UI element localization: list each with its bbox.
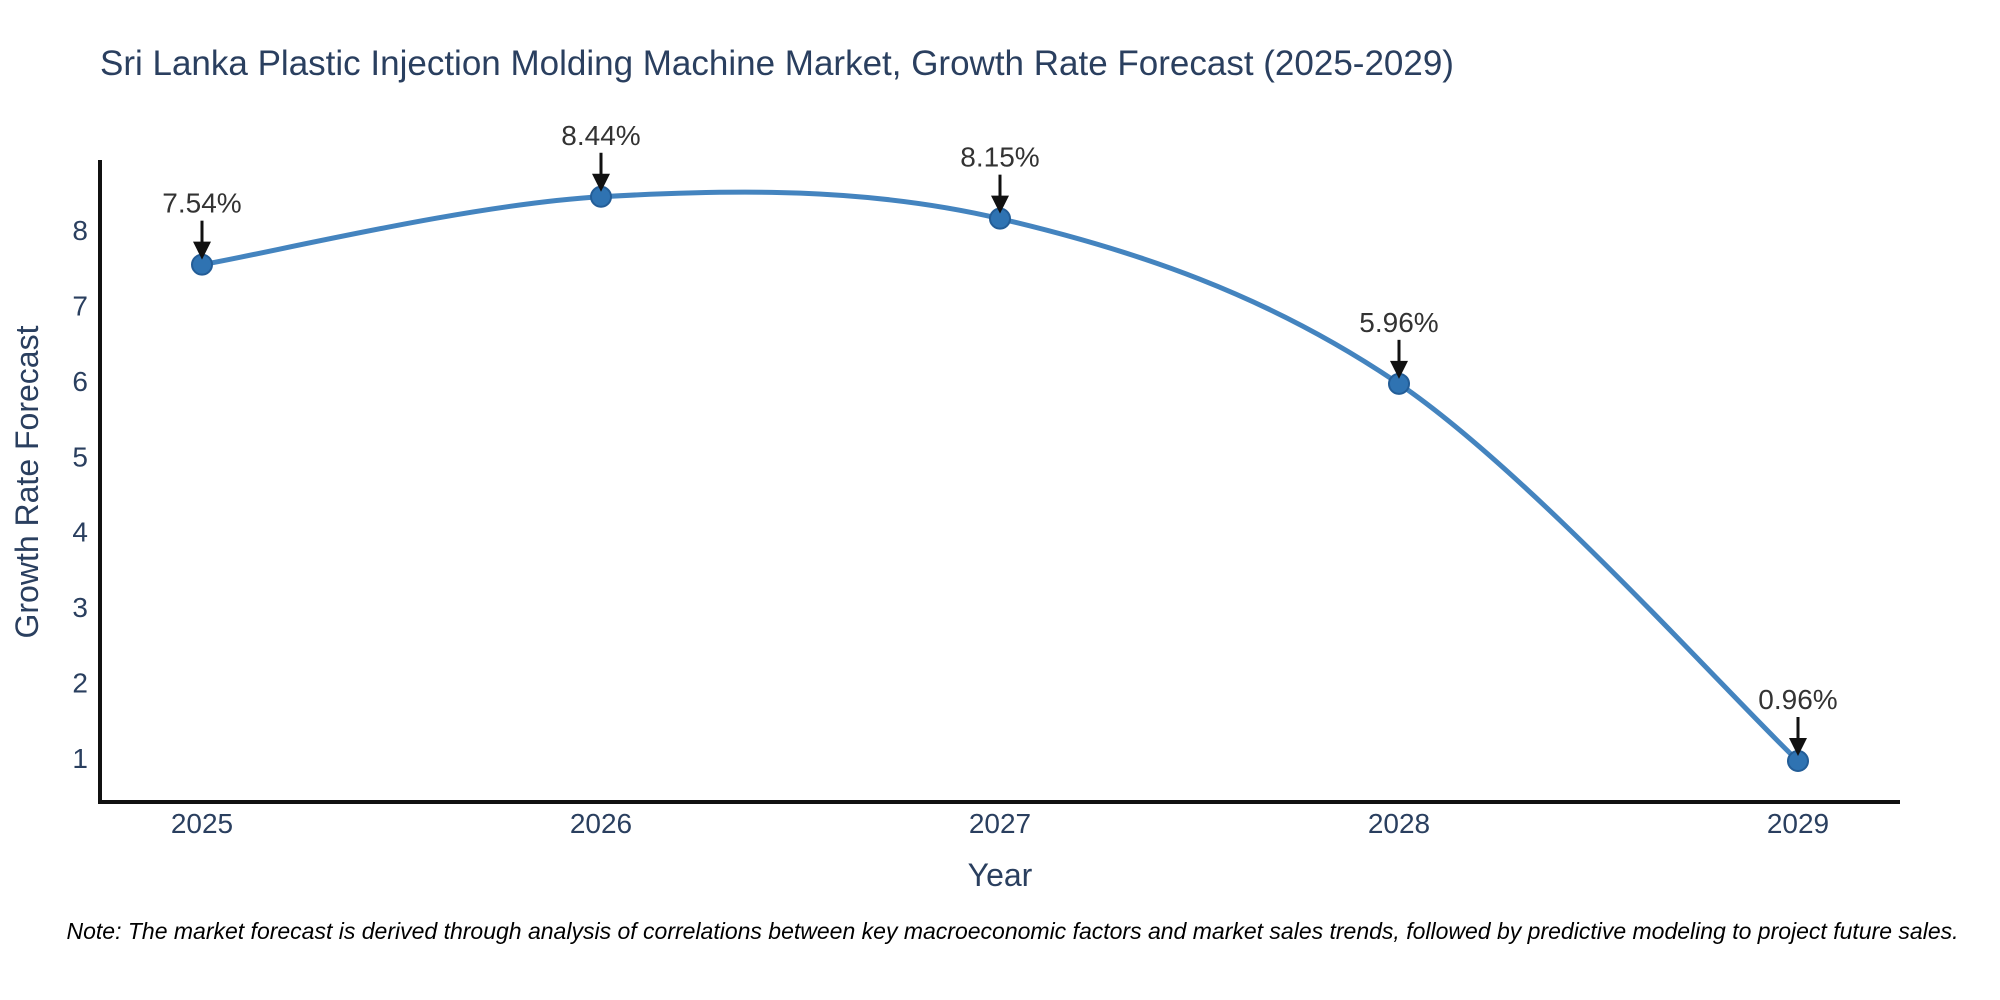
y-tick-label: 6 bbox=[72, 366, 88, 397]
annotation-arrowhead bbox=[1789, 737, 1807, 756]
y-tick-label: 2 bbox=[72, 668, 88, 699]
annotation-arrowhead bbox=[193, 241, 211, 260]
x-axis-title: Year bbox=[968, 857, 1033, 893]
annotation-arrowhead bbox=[1390, 360, 1408, 379]
y-tick-label: 8 bbox=[72, 215, 88, 246]
point-label: 0.96% bbox=[1758, 684, 1837, 715]
point-label: 8.15% bbox=[960, 142, 1039, 173]
x-tick-label: 2026 bbox=[570, 808, 632, 839]
y-tick-label: 5 bbox=[72, 441, 88, 472]
point-label: 8.44% bbox=[561, 120, 640, 151]
annotation-arrowhead bbox=[592, 173, 610, 192]
y-tick-label: 3 bbox=[72, 592, 88, 623]
y-axis-ticks: 1 2 3 4 5 6 7 8 bbox=[72, 215, 88, 774]
y-tick-label: 4 bbox=[72, 517, 88, 548]
chart-title: Sri Lanka Plastic Injection Molding Mach… bbox=[100, 44, 1454, 83]
x-axis-ticks: 2025 2026 2027 2028 2029 bbox=[171, 808, 1829, 839]
point-label: 7.54% bbox=[162, 188, 241, 219]
series-line bbox=[199, 189, 1801, 764]
x-tick-label: 2028 bbox=[1368, 808, 1430, 839]
chart-footnote: Note: The market forecast is derived thr… bbox=[66, 918, 1959, 944]
x-tick-label: 2029 bbox=[1767, 808, 1829, 839]
point-label: 5.96% bbox=[1359, 307, 1438, 338]
point-annotations: 7.54% 8.44% 8.15% 5.96% 0.96% bbox=[162, 120, 1838, 756]
y-tick-label: 7 bbox=[72, 290, 88, 321]
y-tick-label: 1 bbox=[72, 743, 88, 774]
x-tick-label: 2025 bbox=[171, 808, 233, 839]
y-axis-title: Growth Rate Forecast bbox=[9, 325, 45, 638]
annotation-arrowhead bbox=[991, 195, 1009, 214]
x-tick-label: 2027 bbox=[969, 808, 1031, 839]
data-series bbox=[191, 185, 1809, 772]
